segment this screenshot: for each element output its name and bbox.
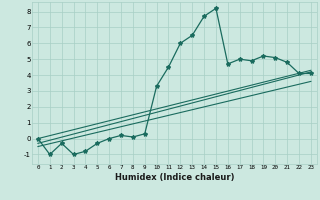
X-axis label: Humidex (Indice chaleur): Humidex (Indice chaleur) [115,173,234,182]
